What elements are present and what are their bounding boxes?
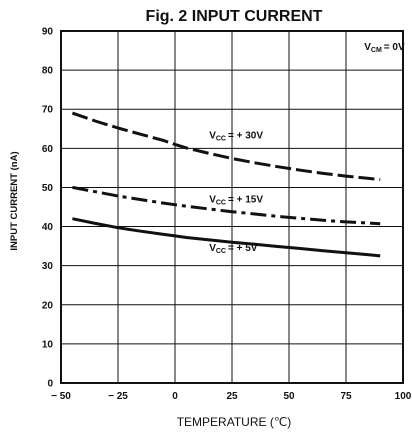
series-label: VCC = + 15V	[209, 194, 263, 206]
x-tick-label: 75	[340, 391, 352, 402]
y-tick-label: 20	[42, 300, 54, 311]
x-tick-label: − 25	[108, 391, 128, 402]
x-tick-label: 25	[226, 391, 238, 402]
y-tick-label: 60	[42, 144, 54, 155]
y-tick-label: 70	[42, 105, 54, 116]
x-tick-label: − 50	[51, 391, 71, 402]
series-line	[72, 185, 381, 226]
x-tick-label: 50	[283, 391, 295, 402]
series-labels: VCC = + 30V VCC = + 15V VCC = + 5V VCM = 0V	[209, 42, 405, 255]
x-axis-label: TEMPERATURE (℃)	[177, 415, 292, 429]
series-lines	[71, 111, 381, 258]
vcm-annotation: VCM = 0V	[364, 42, 405, 54]
x-tick-label: 100	[395, 391, 412, 402]
y-tick-label: 30	[42, 261, 54, 272]
y-tick-label: 0	[47, 379, 53, 390]
y-tick-label: 10	[42, 339, 54, 350]
y-tick-label: 90	[42, 27, 54, 38]
grid	[61, 31, 403, 383]
series-label: VCC = + 30V	[209, 131, 263, 143]
y-tick-label: 40	[42, 222, 54, 233]
series-line	[71, 111, 381, 182]
y-axis-label: INPUT CURRENT (nA)	[9, 151, 20, 250]
y-tick-label: 50	[42, 183, 54, 194]
y-tick-label: 80	[42, 66, 54, 77]
series-label: VCC = + 5V	[209, 243, 258, 255]
axis-ticks: − 50 − 25 0 25 50 75 100 0 10 20 30 40 50 60 70 80 90	[42, 27, 412, 403]
chart-title: Fig. 2 INPUT CURRENT	[146, 8, 323, 25]
series-line	[72, 217, 381, 258]
plot-frame	[60, 30, 404, 384]
x-tick-label: 0	[172, 391, 178, 402]
